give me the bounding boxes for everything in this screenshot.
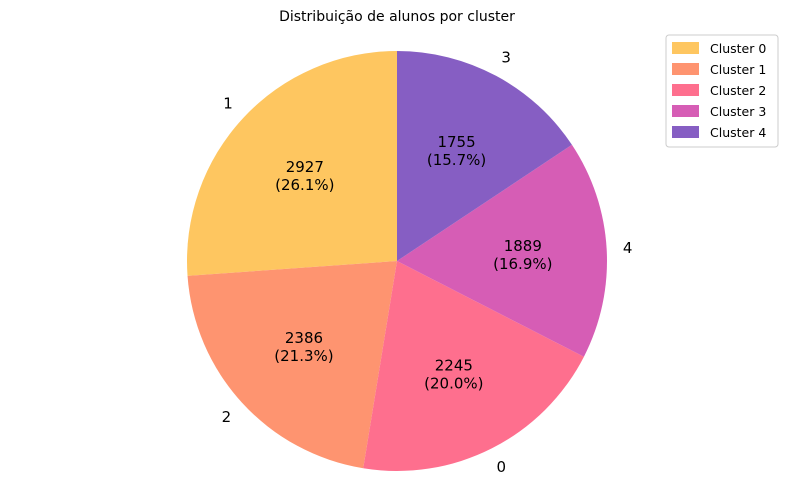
pie-slice-cluster-2 <box>187 261 397 469</box>
slice-label-3: 3 <box>501 48 511 66</box>
slice-label-2: 2 <box>222 408 232 426</box>
slice-percent-2: (21.3%) <box>274 347 333 365</box>
legend-label-3: Cluster 3 <box>710 104 766 119</box>
slice-percent-4: (16.9%) <box>493 255 552 273</box>
legend-swatch-1 <box>672 63 699 75</box>
slice-value-1: 2927 <box>286 158 324 176</box>
slice-label-0: 0 <box>496 458 506 476</box>
slice-value-2: 2386 <box>285 329 323 347</box>
pie-slice-cluster-4 <box>397 144 607 357</box>
slice-percent-3: (15.7%) <box>427 151 486 169</box>
slice-label-4: 4 <box>623 239 633 257</box>
slice-value-4: 1889 <box>504 237 542 255</box>
pie-labels: 1 2927(26.1%) 2 2386(21.3%) 0 2245(20.0%) 4 188… <box>222 48 633 476</box>
legend-swatch-0 <box>672 42 699 54</box>
pie-slice-cluster-3 <box>397 51 572 261</box>
legend-label-4: Cluster 4 <box>710 125 766 140</box>
slice-percent-0: (20.0%) <box>424 374 483 392</box>
legend-label-1: Cluster 1 <box>710 62 766 77</box>
legend-label-2: Cluster 2 <box>710 83 766 98</box>
legend-swatch-2 <box>672 84 699 96</box>
legend-swatch-4 <box>672 126 699 138</box>
slice-value-0: 2245 <box>435 356 473 374</box>
pie-slice-cluster-1 <box>186 51 397 276</box>
pie-slice-cluster-0 <box>363 261 584 471</box>
slice-percent-1: (26.1%) <box>275 176 334 194</box>
legend: Cluster 0 Cluster 1 Cluster 2 Cluster 3 Clus… <box>665 34 779 148</box>
chart-title: Distribuição de alunos por cluster <box>279 9 515 25</box>
pie-slices <box>186 51 607 471</box>
legend-label-0: Cluster 0 <box>710 41 766 56</box>
slice-label-1: 1 <box>223 95 233 113</box>
legend-swatch-3 <box>672 105 699 117</box>
slice-value-3: 1755 <box>437 133 475 151</box>
